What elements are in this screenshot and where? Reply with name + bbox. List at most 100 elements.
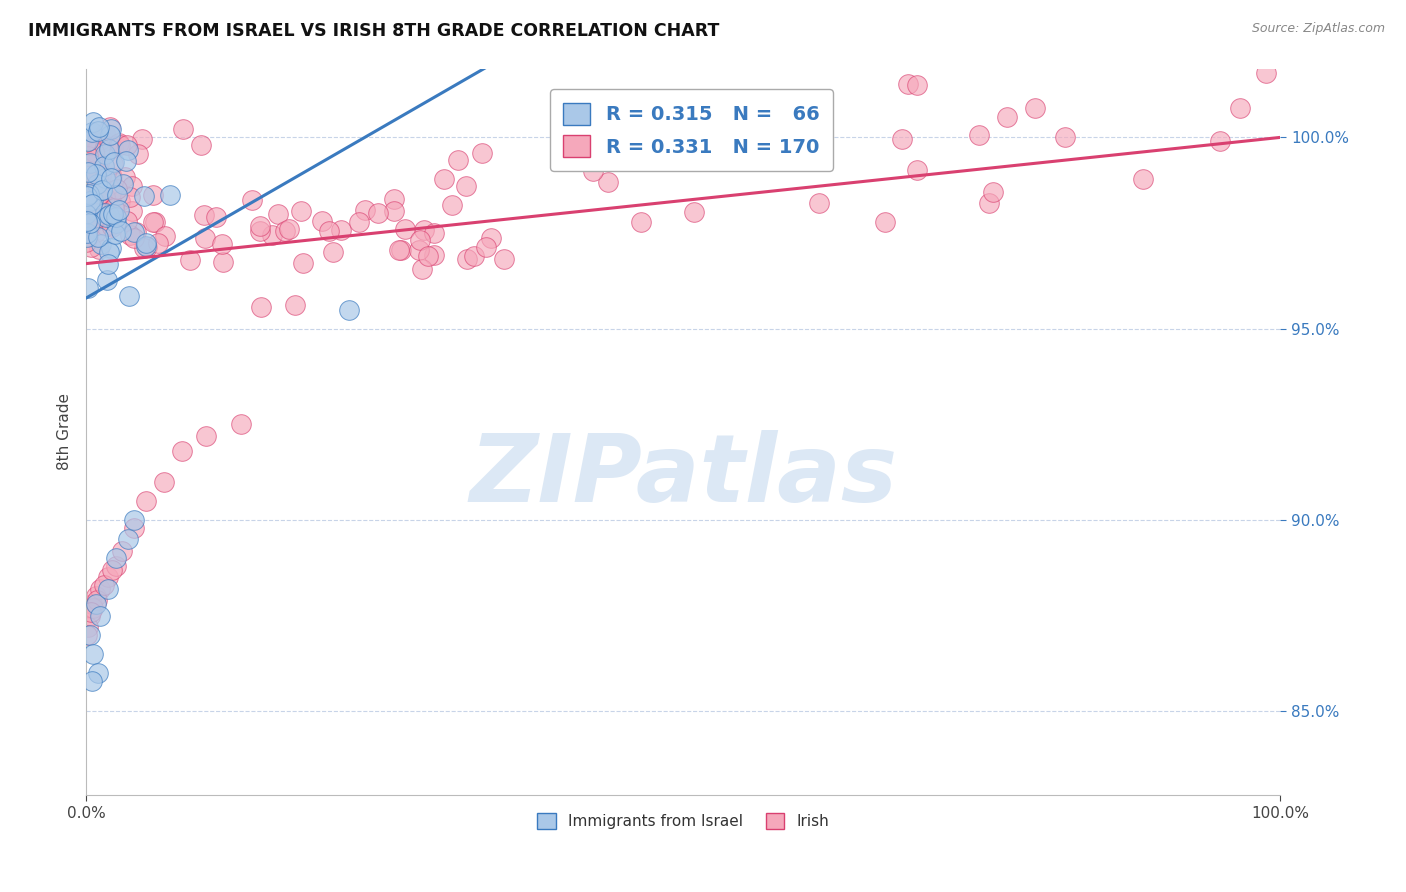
Point [408,243,430,257]
Point [77,164,100,178]
Point [100,211,122,226]
Point [86,593,108,607]
Point [82,150,104,164]
Point [267,207,290,221]
Point [90,194,112,209]
Point [146,235,169,250]
Point [135,235,157,250]
Point [84,225,107,239]
Text: IMMIGRANTS FROM ISRAEL VS IRISH 8TH GRADE CORRELATION CHART: IMMIGRANTS FROM ISRAEL VS IRISH 8TH GRAD… [28,22,720,40]
Point [87,124,110,138]
Point [96,195,118,210]
Y-axis label: 8th Grade: 8th Grade [58,393,72,470]
Point [121,178,143,193]
Point [135,238,157,252]
Point [142,214,165,228]
Point [131,132,153,146]
Point [118,289,141,303]
Point [76,182,98,196]
Point [79,155,101,169]
Point [124,225,146,239]
Point [97,210,120,224]
Point [433,172,456,186]
Point [82,138,104,153]
Point [108,138,131,153]
Point [83,145,105,160]
Point [211,236,233,251]
Point [134,189,156,203]
Point [121,204,143,219]
Point [1197,29,1219,44]
Point [492,252,515,267]
Point [89,608,111,623]
Text: ZIPatlas: ZIPatlas [470,430,897,522]
Point [671,130,693,145]
Point [170,444,193,458]
Point [80,240,103,254]
Point [79,211,101,225]
Point [76,229,98,244]
Point [101,141,124,155]
Point [132,241,155,255]
Point [89,582,111,596]
Point [96,272,118,286]
Point [100,169,122,184]
Point [76,161,98,176]
Point [111,543,134,558]
Point [292,256,315,270]
Point [193,208,215,222]
Point [79,194,101,208]
Point [89,169,111,183]
Point [967,128,990,143]
Point [250,301,273,315]
Point [77,135,100,149]
Point [82,647,104,661]
Point [322,245,344,260]
Point [86,198,108,212]
Point [94,219,117,233]
Point [118,228,141,243]
Point [101,219,124,234]
Point [897,77,920,91]
Point [1229,101,1251,115]
Point [80,605,103,619]
Point [117,143,139,157]
Point [89,186,111,201]
Point [105,188,128,202]
Point [87,229,110,244]
Point [76,187,98,202]
Point [79,194,101,208]
Point [97,257,120,271]
Point [94,171,117,186]
Point [97,582,120,596]
Point [479,231,502,245]
Point [76,280,98,294]
Point [807,195,830,210]
Point [103,206,125,220]
Point [905,162,928,177]
Point [103,183,125,197]
Point [108,194,131,208]
Point [82,115,104,129]
Point [382,192,405,206]
Point [76,188,98,202]
Point [273,224,295,238]
Point [249,224,271,238]
Point [83,209,105,223]
Point [98,128,121,143]
Point [87,155,110,169]
Point [1209,134,1232,148]
Point [89,132,111,146]
Point [311,213,333,227]
Point [75,235,97,250]
Point [104,551,127,566]
Point [441,198,464,212]
Point [117,137,139,152]
Point [105,182,128,196]
Point [80,673,103,688]
Point [977,195,1000,210]
Point [581,164,603,178]
Point [630,215,652,229]
Point [90,184,112,198]
Point [82,185,104,199]
